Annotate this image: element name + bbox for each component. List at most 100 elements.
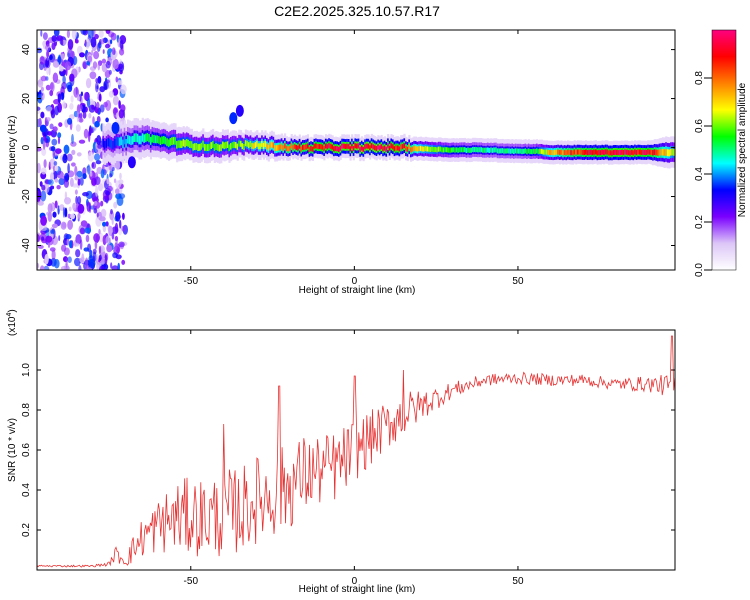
ridge-cell bbox=[511, 148, 514, 154]
noise-blob bbox=[83, 247, 90, 252]
noise-blob bbox=[112, 95, 119, 106]
noise-blob bbox=[76, 152, 82, 157]
noise-blob bbox=[121, 225, 126, 232]
noise-blob bbox=[54, 200, 58, 209]
ridge-cell bbox=[318, 144, 321, 150]
ridge-cell bbox=[270, 141, 274, 148]
snr-multiplier: (x104) bbox=[6, 309, 18, 336]
noise-blob bbox=[43, 159, 47, 169]
noise-blob bbox=[61, 61, 66, 67]
noise-blob bbox=[43, 182, 50, 194]
ridge-cell bbox=[529, 149, 532, 155]
x-tick-label: -50 bbox=[184, 276, 199, 287]
noise-blob bbox=[40, 167, 47, 175]
noise-blob bbox=[105, 221, 109, 227]
noise-blob bbox=[97, 76, 102, 84]
noise-blob bbox=[77, 212, 81, 220]
ridge-cell bbox=[231, 141, 234, 149]
noise-blob bbox=[57, 93, 61, 104]
noise-blob bbox=[62, 101, 66, 109]
ridge-cell bbox=[594, 149, 597, 155]
ridge-cell bbox=[392, 144, 395, 150]
ridge-cell bbox=[274, 145, 277, 152]
noise-blob bbox=[67, 84, 73, 93]
ridge-cell bbox=[133, 133, 136, 142]
noise-blob bbox=[90, 36, 97, 48]
ridge-cell bbox=[302, 144, 305, 150]
noise-blob bbox=[121, 259, 126, 265]
ridge-cell bbox=[221, 141, 225, 149]
noise-blob bbox=[70, 95, 74, 103]
ridge-cell bbox=[446, 147, 449, 153]
ridge-cell bbox=[468, 147, 472, 153]
noise-blob bbox=[67, 39, 74, 50]
ridge-cell bbox=[655, 149, 658, 156]
ridge-cell bbox=[176, 141, 179, 149]
noise-blob bbox=[98, 254, 102, 261]
ridge-cell bbox=[464, 147, 467, 153]
ridge-cell bbox=[429, 146, 432, 152]
ridge-cell bbox=[284, 143, 287, 149]
ridge-cell bbox=[112, 141, 115, 150]
ridge-cell bbox=[552, 150, 555, 156]
ridge-cell bbox=[370, 143, 373, 149]
ridge-cell bbox=[513, 148, 516, 154]
noise-blob bbox=[69, 73, 75, 82]
noise-blob bbox=[54, 148, 62, 155]
ridge-cell bbox=[306, 143, 310, 149]
noise-blob bbox=[37, 262, 40, 269]
ridge-cell bbox=[648, 149, 651, 155]
noise-blob bbox=[50, 229, 55, 235]
spectrogram-y-ticks: -40 -20 0 20 40 bbox=[21, 44, 675, 253]
ridge-cell bbox=[410, 147, 413, 153]
noise-blob bbox=[118, 63, 123, 70]
ridge-cell bbox=[500, 148, 503, 154]
ridge-cell bbox=[351, 143, 354, 149]
noise-blob bbox=[104, 254, 108, 266]
ridge-cell bbox=[565, 150, 568, 156]
ridge-cell bbox=[113, 139, 117, 148]
ridge-cell bbox=[251, 142, 254, 149]
noise-blob bbox=[71, 149, 76, 155]
noise-blob bbox=[115, 211, 121, 222]
colorbar-tick-label: 0.0 bbox=[694, 263, 705, 277]
noise-blob bbox=[87, 151, 95, 162]
ridge-cell bbox=[105, 139, 108, 148]
noise-blob bbox=[76, 111, 80, 123]
ridge-cell bbox=[349, 146, 352, 152]
noise-blob bbox=[122, 212, 125, 220]
ridge-cell bbox=[257, 143, 260, 150]
ridge-cell bbox=[535, 148, 539, 154]
noise-blob bbox=[111, 232, 115, 240]
noise-blob bbox=[93, 51, 100, 60]
ridge-cell bbox=[215, 143, 218, 150]
noise-blob bbox=[65, 174, 69, 181]
ridge-cell bbox=[506, 148, 509, 154]
snr-x-axis-label: Height of straight line (km) bbox=[299, 584, 416, 595]
noise-blob bbox=[47, 211, 52, 222]
noise-blob bbox=[110, 32, 117, 41]
ridge-cell bbox=[573, 149, 576, 155]
ridge-cell bbox=[333, 146, 336, 152]
ridge-cell bbox=[329, 143, 332, 149]
ridge-cell bbox=[181, 140, 184, 148]
ridge-cell bbox=[118, 137, 121, 147]
ridge-cell bbox=[259, 143, 262, 150]
noise-blob bbox=[111, 265, 119, 270]
spectrogram-heatmap bbox=[37, 30, 675, 270]
ridge-cell bbox=[352, 146, 355, 152]
noise-blob bbox=[40, 92, 45, 101]
ridge-cell bbox=[223, 142, 226, 150]
noise-blob bbox=[72, 55, 78, 66]
noise-blob bbox=[77, 203, 85, 214]
ridge-cell bbox=[285, 145, 288, 151]
ridge-cell bbox=[482, 147, 485, 153]
ridge-cell bbox=[571, 150, 575, 156]
ridge-cell bbox=[488, 147, 491, 153]
noise-blob bbox=[67, 213, 72, 219]
ridge-cell bbox=[557, 149, 560, 155]
noise-blob bbox=[52, 211, 57, 218]
ridge-cell bbox=[660, 149, 663, 156]
ridge-cell bbox=[563, 149, 566, 155]
ridge-cell bbox=[331, 144, 334, 150]
